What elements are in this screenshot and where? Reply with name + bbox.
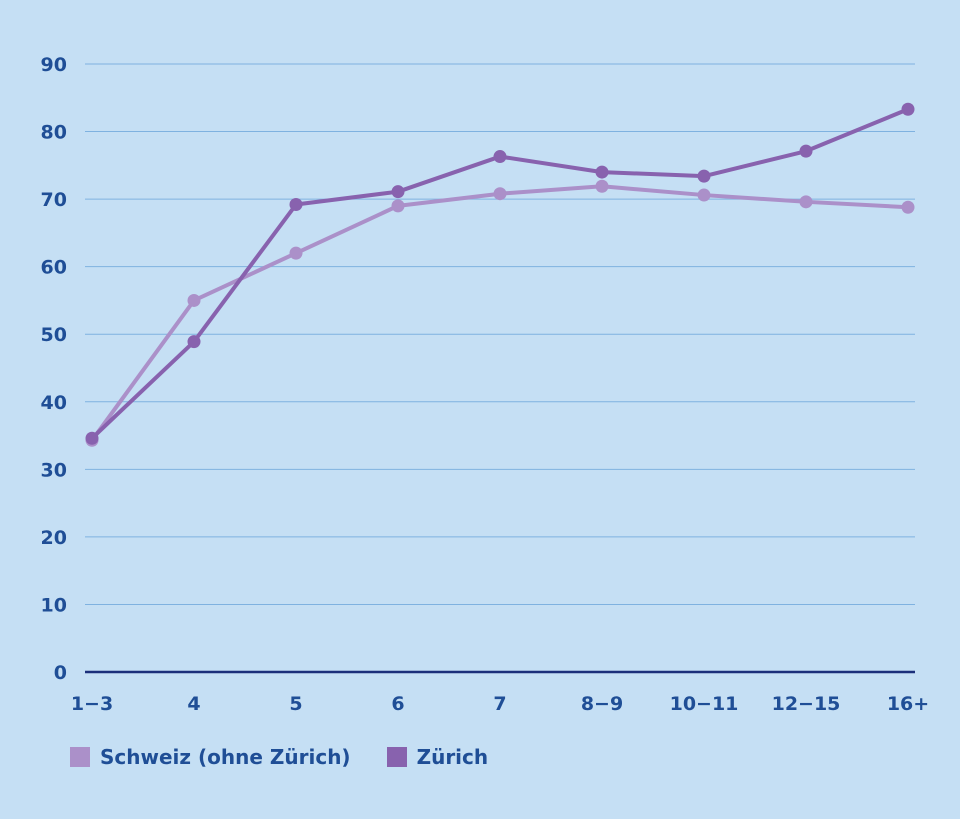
data-point [901, 200, 915, 214]
y-tick-label: 10 [41, 594, 67, 616]
grid-lines [85, 63, 915, 674]
y-tick-label: 60 [41, 257, 67, 279]
data-point [85, 431, 99, 445]
data-point [493, 150, 507, 164]
legend: Schweiz (ohne Zürich) Zürich [70, 745, 524, 769]
data-point [289, 198, 303, 212]
data-point [697, 169, 711, 183]
data-point [391, 185, 405, 199]
x-tick-label: 6 [391, 693, 404, 715]
y-tick-label: 0 [54, 662, 67, 684]
y-axis-ticks: 0 10 20 30 40 50 60 70 80 90 [41, 54, 67, 684]
y-tick-label: 40 [41, 392, 67, 414]
data-point [187, 335, 201, 349]
data-point [595, 165, 609, 179]
legend-label-schweiz: Schweiz (ohne Zürich) [100, 745, 351, 769]
legend-swatch-schweiz [70, 747, 90, 767]
x-tick-label: 1−3 [71, 693, 113, 715]
data-point [799, 144, 813, 158]
data-point [901, 102, 915, 116]
x-tick-label: 12−15 [772, 693, 841, 715]
x-tick-label: 7 [493, 693, 506, 715]
legend-label-zuerich: Zürich [416, 745, 489, 769]
series-layer [85, 102, 915, 447]
legend-item-schweiz: Schweiz (ohne Zürich) [70, 745, 351, 769]
y-tick-label: 50 [41, 324, 67, 346]
data-point [289, 246, 303, 260]
y-tick-label: 30 [41, 459, 67, 481]
y-tick-label: 20 [41, 527, 67, 549]
x-tick-label: 8−9 [581, 693, 623, 715]
x-tick-label: 10−11 [670, 693, 739, 715]
data-point [391, 199, 405, 213]
y-tick-label: 80 [41, 122, 67, 144]
data-point [697, 188, 711, 202]
data-point [595, 179, 609, 193]
x-tick-label: 16+ [887, 693, 929, 715]
data-point [799, 195, 813, 209]
y-tick-label: 70 [41, 189, 67, 211]
data-point [493, 187, 507, 201]
x-tick-label: 4 [187, 693, 200, 715]
series-0 [85, 179, 915, 447]
y-tick-label: 90 [41, 54, 67, 76]
x-tick-label: 5 [289, 693, 302, 715]
legend-swatch-zuerich [386, 747, 407, 767]
series-1 [85, 102, 915, 445]
legend-item-zuerich: Zürich [386, 745, 489, 769]
x-axis-ticks: 1−3 4 5 6 7 8−9 10−11 12−15 16+ [71, 693, 929, 715]
data-point [187, 293, 201, 307]
